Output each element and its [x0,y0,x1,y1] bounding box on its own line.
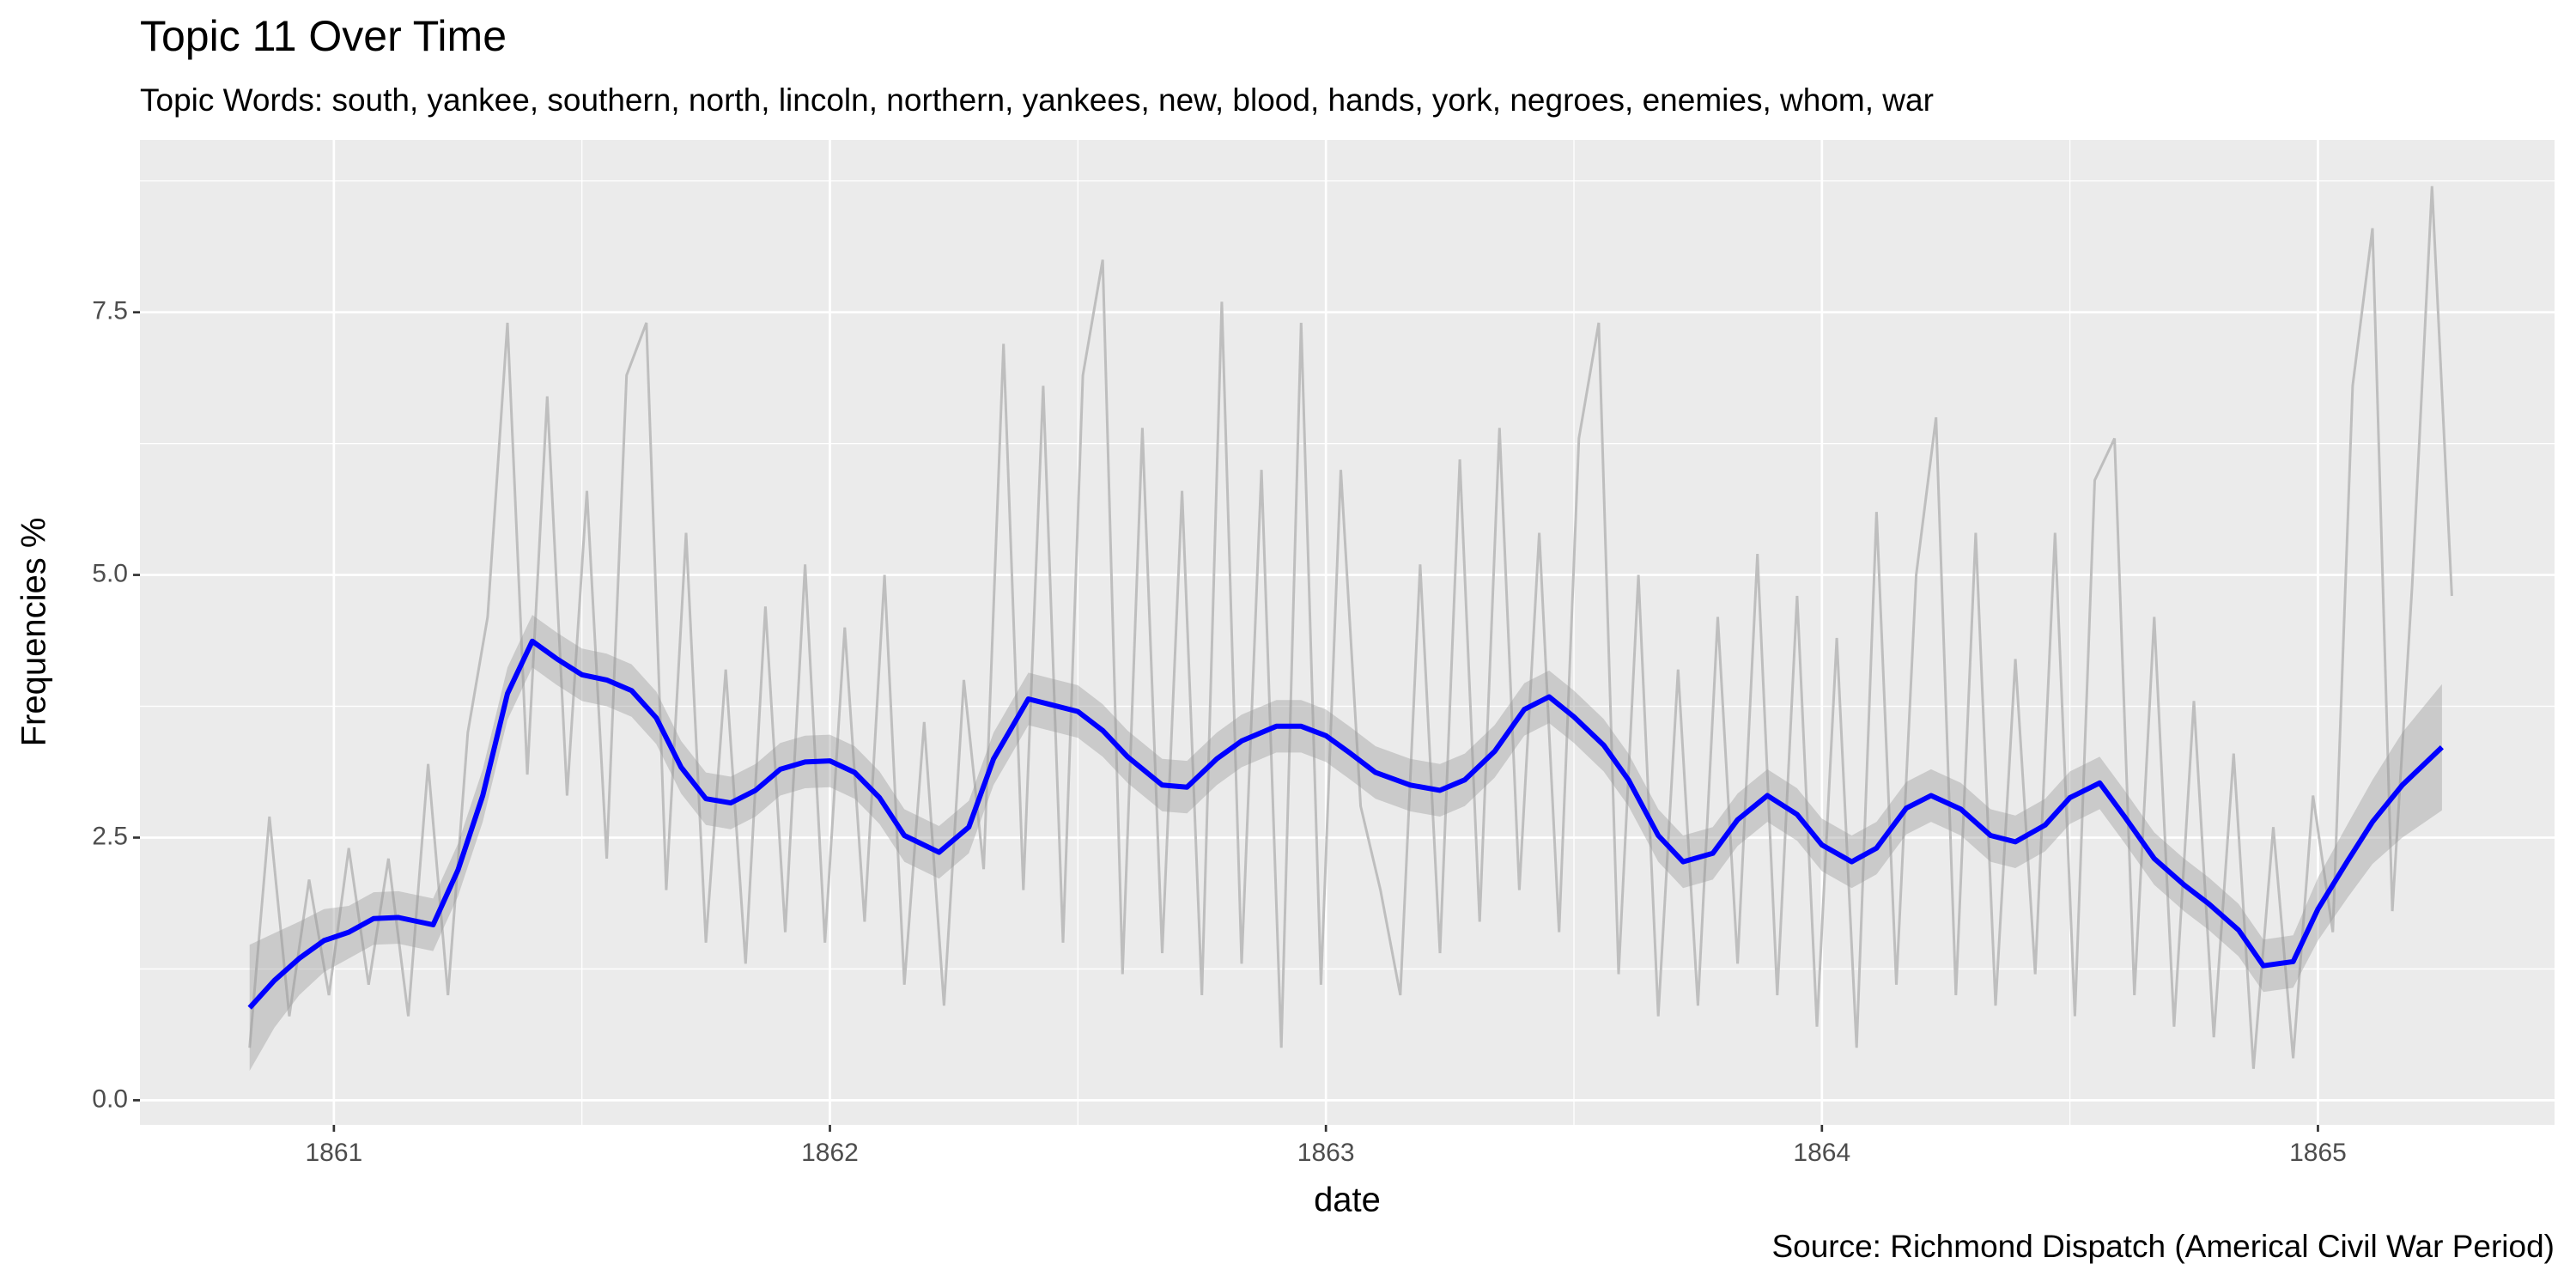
y-tick-label: 5.0 [92,559,128,587]
y-tick-label: 0.0 [92,1084,128,1113]
y-axis-title: Frequencies % [15,518,53,747]
smooth-line [247,638,2444,1010]
x-tick-label: 1862 [801,1139,859,1167]
x-tick-label: 1861 [305,1139,362,1167]
chart-subtitle: Topic Words: south, yankee, southern, no… [140,82,1934,118]
x-axis-title: date [1314,1182,1381,1219]
confidence-band [249,615,2442,1072]
x-tick-label: 1864 [1793,1139,1850,1167]
y-tick-label: 7.5 [92,297,128,325]
x-tick-label: 1863 [1297,1139,1355,1167]
raw-line [248,185,2453,1069]
y-tick-label: 2.5 [92,822,128,850]
panel [140,140,2555,1125]
chart-title: Topic 11 Over Time [140,12,507,60]
x-tick-label: 1865 [2289,1139,2347,1167]
caption: Source: Richmond Dispatch (Americal Civi… [1771,1229,2555,1264]
